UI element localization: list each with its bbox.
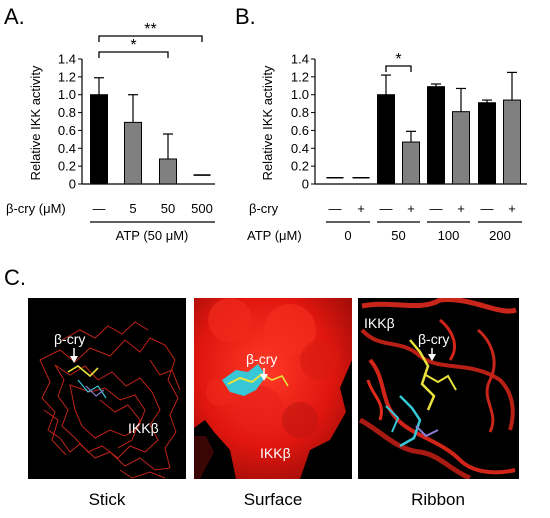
chart-b-category-label: — <box>430 201 443 216</box>
chart-a-y-tick-label: 0 <box>69 177 76 192</box>
chart-b-category-label: — <box>380 201 393 216</box>
chart-b-row2-label: ATP (μM) <box>247 228 302 243</box>
chart-a-bar <box>90 94 108 185</box>
stick-label-beta-cry: β-cry <box>54 331 85 347</box>
chart-b-row1-label: β-cry <box>249 201 279 216</box>
structure-stick-image <box>28 298 186 479</box>
chart-b-atp-label: 0 <box>344 228 351 243</box>
chart-a-bar <box>124 121 142 185</box>
structure-ribbon-image <box>358 298 519 479</box>
chart-a-y-tick-label: 1.0 <box>58 87 76 102</box>
chart-a: 0 0.2 0.4 0.6 0.8 1.0 1.2 1.4 Relative IKK activ… <box>6 21 215 243</box>
chart-a-group-label: ATP (50 μM) <box>116 228 189 243</box>
chart-a-y-tick-label: 0.8 <box>58 105 76 120</box>
chart-a-y-tick-label: 1.2 <box>58 69 76 84</box>
chart-b-significance-bracket <box>385 65 412 72</box>
chart-b-atp-label: 200 <box>489 228 511 243</box>
ribbon-arrow-icon <box>428 348 436 361</box>
ribbon-label-beta-cry: β-cry <box>418 331 449 347</box>
chart-b: 0 0.2 0.4 0.6 0.8 1.0 1.2 1.4 Relative IKK activ… <box>247 51 527 243</box>
surface-arrow-icon <box>260 368 268 381</box>
caption-stick: Stick <box>89 490 126 509</box>
chart-b-atp-label: 50 <box>391 228 405 243</box>
chart-b-bar <box>478 102 496 185</box>
chart-a-category-label: 500 <box>191 201 213 216</box>
chart-a-category-label: — <box>93 201 106 216</box>
chart-a-row-label: β-cry (μM) <box>6 201 66 216</box>
chart-b-category-label: — <box>329 201 342 216</box>
chart-a-significance-bracket <box>98 51 169 58</box>
panel-letter-c: C. <box>4 265 26 290</box>
chart-b-y-label: Relative IKK activity <box>260 65 275 180</box>
chart-a-significance-label: ** <box>144 21 156 38</box>
chart-b-category-label: + <box>407 201 415 216</box>
chart-b-y-tick-label: 1.2 <box>291 69 309 84</box>
ribbon-label-ikkb: IKKβ <box>364 315 395 331</box>
chart-b-bar <box>402 141 420 185</box>
chart-b-category-label: + <box>357 201 365 216</box>
chart-b-y-tick-label: 0.4 <box>291 141 309 156</box>
chart-b-y-tick-label: 1.0 <box>291 87 309 102</box>
chart-b-bar <box>427 86 445 185</box>
chart-b-bar <box>377 94 395 185</box>
chart-b-y-tick-label: 0.2 <box>291 159 309 174</box>
caption-surface: Surface <box>244 490 303 509</box>
chart-b-y-tick-label: 0 <box>302 177 309 192</box>
chart-b-significance-label: * <box>395 51 401 68</box>
chart-b-bar <box>503 99 521 185</box>
chart-a-category-label: 50 <box>161 201 175 216</box>
chart-a-y-tick-label: 1.4 <box>58 52 76 67</box>
chart-b-y-tick-label: 1.4 <box>291 52 309 67</box>
chart-a-significance-bracket <box>98 35 203 42</box>
surface-label-beta-cry: β-cry <box>246 351 277 367</box>
chart-a-y-label: Relative IKK activity <box>28 65 43 180</box>
panel-letter-b: B. <box>235 4 256 29</box>
chart-b-atp-label: 100 <box>438 228 460 243</box>
surface-label-ikkb: IKKβ <box>260 445 291 461</box>
panel-letter-a: A. <box>4 4 25 29</box>
caption-ribbon: Ribbon <box>411 490 465 509</box>
chart-a-y-tick-label: 0.6 <box>58 123 76 138</box>
chart-a-y-tick-label: 0.2 <box>58 159 76 174</box>
chart-b-category-label: + <box>508 201 516 216</box>
stick-arrow-icon <box>70 348 78 363</box>
chart-b-category-label: + <box>457 201 465 216</box>
chart-a-y-tick-label: 0.4 <box>58 141 76 156</box>
chart-b-category-label: — <box>481 201 494 216</box>
chart-a-category-label: 5 <box>129 201 136 216</box>
chart-a-significance-label: * <box>130 37 136 54</box>
chart-b-y-tick-label: 0.8 <box>291 105 309 120</box>
structure-surface-image <box>194 298 352 479</box>
chart-a-bar <box>159 158 177 185</box>
chart-b-y-tick-label: 0.6 <box>291 123 309 138</box>
stick-label-ikkb: IKKβ <box>128 420 159 436</box>
chart-b-bar <box>452 111 470 185</box>
